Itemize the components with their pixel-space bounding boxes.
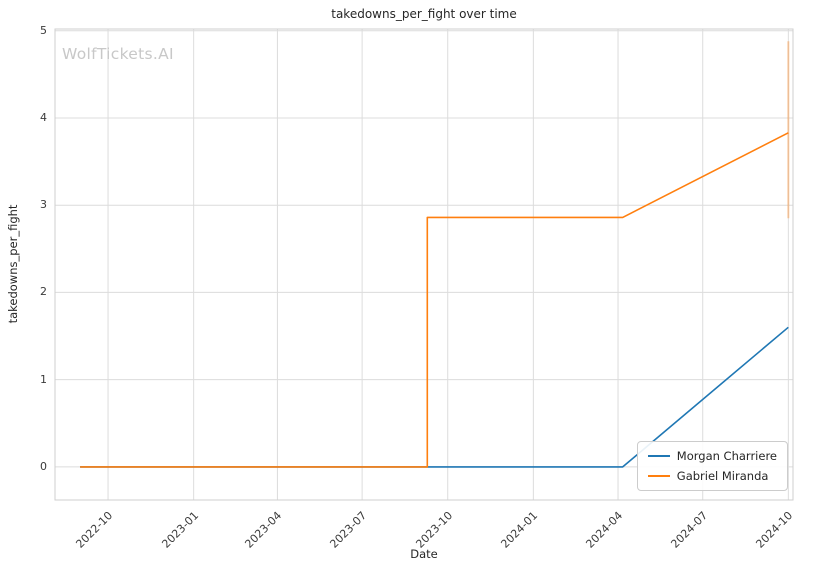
series-line-1 (80, 132, 789, 468)
y-tick-label: 5 (40, 23, 47, 37)
legend-item-gabriel-miranda: Gabriel Miranda (647, 469, 777, 483)
x-axis-label: Date (410, 547, 438, 561)
y-tick-label: 0 (40, 459, 47, 473)
y-axis-label: takedowns_per_fight (6, 204, 20, 324)
legend-line-swatch-orange (647, 475, 670, 477)
plot-frame (54, 28, 794, 501)
chart-title: takedowns_per_fight over time (331, 7, 517, 21)
watermark: WolfTickets.AI (62, 45, 174, 63)
y-tick-label: 3 (40, 198, 47, 212)
legend-line-swatch-blue (647, 455, 670, 457)
legend-label-morgan-charriere: Morgan Charriere (676, 449, 777, 463)
y-tick-label: 1 (40, 372, 47, 386)
y-tick-label: 4 (40, 110, 47, 124)
legend-label-gabriel-miranda: Gabriel Miranda (676, 469, 769, 483)
legend-item-morgan-charriere: Morgan Charriere (647, 449, 777, 463)
legend: Morgan Charriere Gabriel Miranda (636, 441, 788, 491)
y-tick-label: 2 (40, 285, 47, 299)
